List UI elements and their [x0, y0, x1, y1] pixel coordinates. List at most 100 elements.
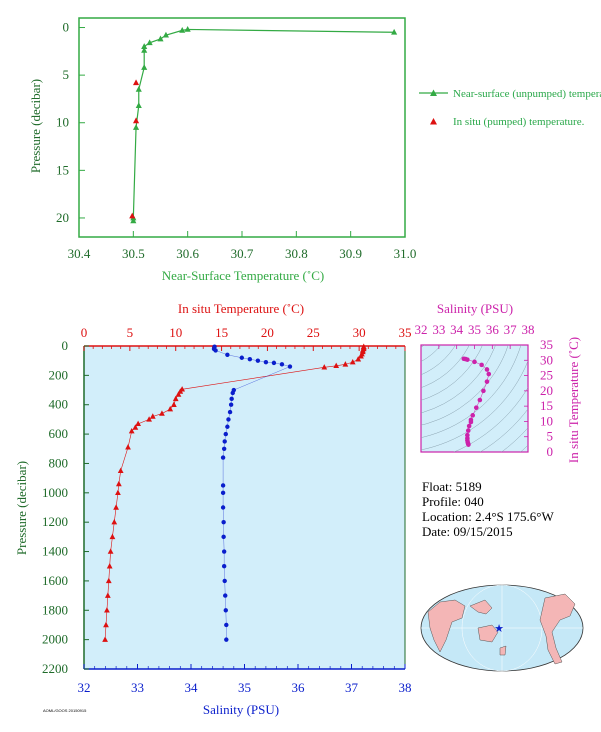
salinity-point — [225, 352, 230, 358]
temperature-point — [171, 401, 177, 407]
ts-point — [481, 388, 486, 394]
temperature-point — [172, 395, 179, 402]
profile-pressure-axis-title: Pressure (decibar) — [14, 461, 29, 555]
ts-point — [465, 428, 471, 433]
near-surface-pumped-point — [129, 212, 136, 219]
near-surface-x-tick-label: 30.8 — [285, 246, 308, 261]
salinity-point — [221, 519, 226, 525]
near-surface-series — [129, 26, 398, 224]
near-surface-legend: Near-surface (unpumped) temperature. In … — [419, 88, 601, 128]
salinity-point — [224, 622, 229, 628]
pressure-tick-label: 1800 — [42, 602, 68, 617]
ts-salinity-ticks: 32 33 34 35 36 37 38 — [415, 322, 535, 349]
ts-point — [466, 423, 472, 429]
pressure-tick-label: 1600 — [42, 573, 68, 588]
float-info: Float: 5189 Profile: 040 Location: 2.4°S… — [422, 479, 554, 539]
ts-point — [484, 379, 490, 384]
temperature-point — [321, 364, 328, 370]
pressure-tick-label: 400 — [49, 397, 69, 412]
ts-salinity-tick-label: 37 — [504, 322, 518, 337]
profile-panel: 0 5 10 15 20 25 30 35 32 33 34 35 36 37 38 0 200 400 600… — [14, 301, 412, 717]
ts-temperature-tick-label: 35 — [540, 337, 553, 352]
ts-point — [484, 367, 490, 372]
ts-point — [486, 371, 492, 377]
temperature-point — [102, 636, 108, 642]
salinity-point — [271, 360, 277, 366]
temperature-point — [135, 420, 141, 427]
ts-point — [477, 397, 483, 403]
salinity-point — [220, 455, 226, 460]
profile-series — [102, 343, 367, 642]
salinity-tick-label: 34 — [185, 680, 199, 695]
near-surface-x-tick-label: 30.6 — [176, 246, 199, 261]
ts-temperature-axis-title: In situ Temperature (˚C) — [566, 337, 581, 463]
profile-date: Date: 09/15/2015 — [422, 524, 513, 539]
profile-plot-area — [84, 346, 405, 669]
temperature-point — [132, 424, 139, 430]
ts-temperature-tick-label: 25 — [540, 368, 553, 383]
ts-temperature-tick-label: 15 — [540, 398, 553, 413]
near-surface-y-axis-title: Pressure (decibar) — [28, 79, 43, 173]
location-map: ★ — [420, 584, 584, 672]
ts-point — [465, 357, 470, 362]
near-surface-y-tick-label: 15 — [56, 162, 69, 177]
near-surface-unpumped-point — [130, 217, 137, 224]
temperature-tick-label: 10 — [169, 325, 182, 340]
near-surface-unpumped-point — [184, 26, 191, 32]
salinity-point — [223, 608, 228, 613]
salinity-point — [220, 483, 226, 488]
temperature-tick-label: 0 — [81, 325, 88, 340]
near-surface-x-tick-label: 31.0 — [394, 246, 417, 261]
near-surface-x-tick-label: 30.9 — [339, 246, 362, 261]
near-surface-unpumped-point — [391, 28, 398, 35]
ts-salinity-tick-label: 33 — [432, 322, 445, 337]
pressure-tick-label: 2000 — [42, 632, 68, 647]
ts-salinity-tick-label: 32 — [415, 322, 428, 337]
ts-salinity-tick-label: 38 — [522, 322, 535, 337]
near-surface-y-tick-label: 10 — [56, 115, 69, 130]
temperature-point — [355, 356, 362, 362]
near-surface-unpumped-point — [132, 124, 140, 130]
salinity-point — [222, 578, 227, 584]
near-surface-y-tick-label: 20 — [56, 210, 69, 225]
temperature-point — [115, 489, 121, 496]
temperature-tick-label: 25 — [307, 325, 320, 340]
near-surface-y-tick-label: 5 — [63, 67, 70, 82]
temperature-point — [333, 362, 340, 369]
temperature-point — [128, 427, 135, 434]
near-surface-y-ticks: 0 5 10 15 20 — [56, 20, 85, 225]
temperature-point — [104, 592, 111, 598]
float-number: Float: 5189 — [422, 479, 482, 494]
near-surface-plot-frame — [78, 17, 406, 238]
near-surface-unpumped-point — [141, 43, 148, 49]
pressure-tick-label: 1400 — [42, 544, 68, 559]
ts-point — [472, 359, 477, 365]
temperature-point — [146, 416, 152, 422]
near-surface-x-tick-label: 30.4 — [68, 246, 91, 261]
near-surface-panel: 30.4 30.5 30.6 30.7 30.8 30.9 31.0 0 5 10 15 20 Ne… — [28, 17, 601, 283]
profile-temperature-axis-title: In situ Temperature (˚C) — [178, 301, 304, 316]
float-location-star-icon: ★ — [494, 622, 504, 635]
temperature-point — [117, 467, 124, 474]
salinity-point — [223, 431, 228, 437]
ts-points — [461, 356, 492, 447]
salinity-point — [255, 358, 261, 363]
profile-pressure-ticks: 0 200 400 600 800 1000 1200 1400 1600 1800 2000 220… — [42, 338, 89, 676]
salinity-point — [222, 439, 227, 444]
legend-pumped-marker — [430, 118, 437, 125]
salinity-point — [221, 446, 227, 451]
salinity-point — [279, 362, 285, 367]
ts-salinity-tick-label: 34 — [450, 322, 464, 337]
legend-pumped-label: In situ (pumped) temperature. — [453, 116, 585, 128]
salinity-point — [220, 490, 226, 496]
near-surface-unpumped-point — [157, 35, 164, 42]
temperature-point — [106, 563, 113, 569]
temperature-point — [349, 358, 356, 365]
near-surface-unpumped-point — [141, 46, 148, 53]
temperature-point — [358, 353, 364, 359]
pressure-tick-label: 1000 — [42, 485, 68, 500]
salinity-tick-label: 36 — [292, 680, 306, 695]
